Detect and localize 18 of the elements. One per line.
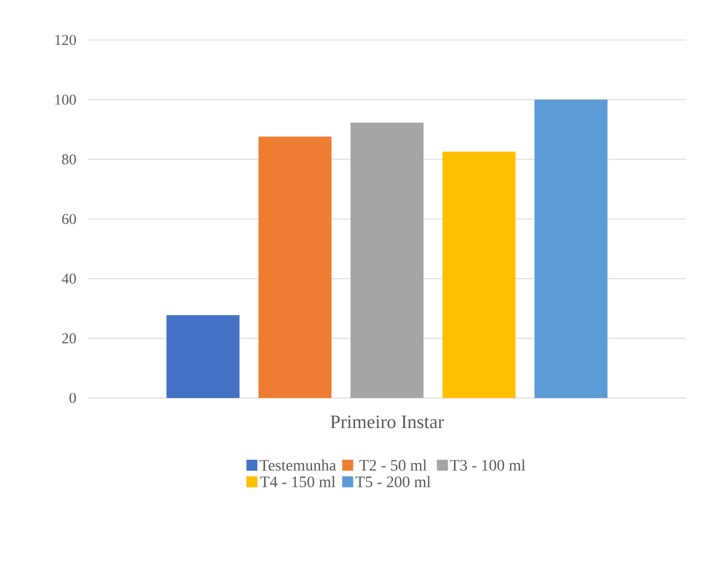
legend-label: T2 - 50 ml bbox=[359, 459, 427, 471]
bar bbox=[442, 152, 516, 398]
bar bbox=[258, 136, 332, 398]
x-tick-label: Primeiro Instar bbox=[330, 416, 444, 428]
legend-label: T3 - 100 ml bbox=[450, 459, 526, 471]
legend-label: T5 - 200 ml bbox=[355, 476, 431, 488]
bar bbox=[350, 122, 424, 398]
y-tick-label: 80 bbox=[62, 154, 76, 164]
y-tick-label: 120 bbox=[55, 34, 76, 46]
bar bbox=[534, 100, 608, 398]
legend-label: T4 - 150 ml bbox=[260, 476, 336, 488]
y-tick-label: 0 bbox=[70, 392, 76, 404]
y-tick-label: 20 bbox=[62, 333, 76, 344]
legend-label: Testemunha bbox=[260, 459, 336, 471]
y-tick-label: 60 bbox=[62, 214, 76, 224]
y-tick-label: 100 bbox=[55, 94, 76, 105]
bar bbox=[166, 315, 240, 398]
y-tick-label: 40 bbox=[62, 274, 76, 284]
